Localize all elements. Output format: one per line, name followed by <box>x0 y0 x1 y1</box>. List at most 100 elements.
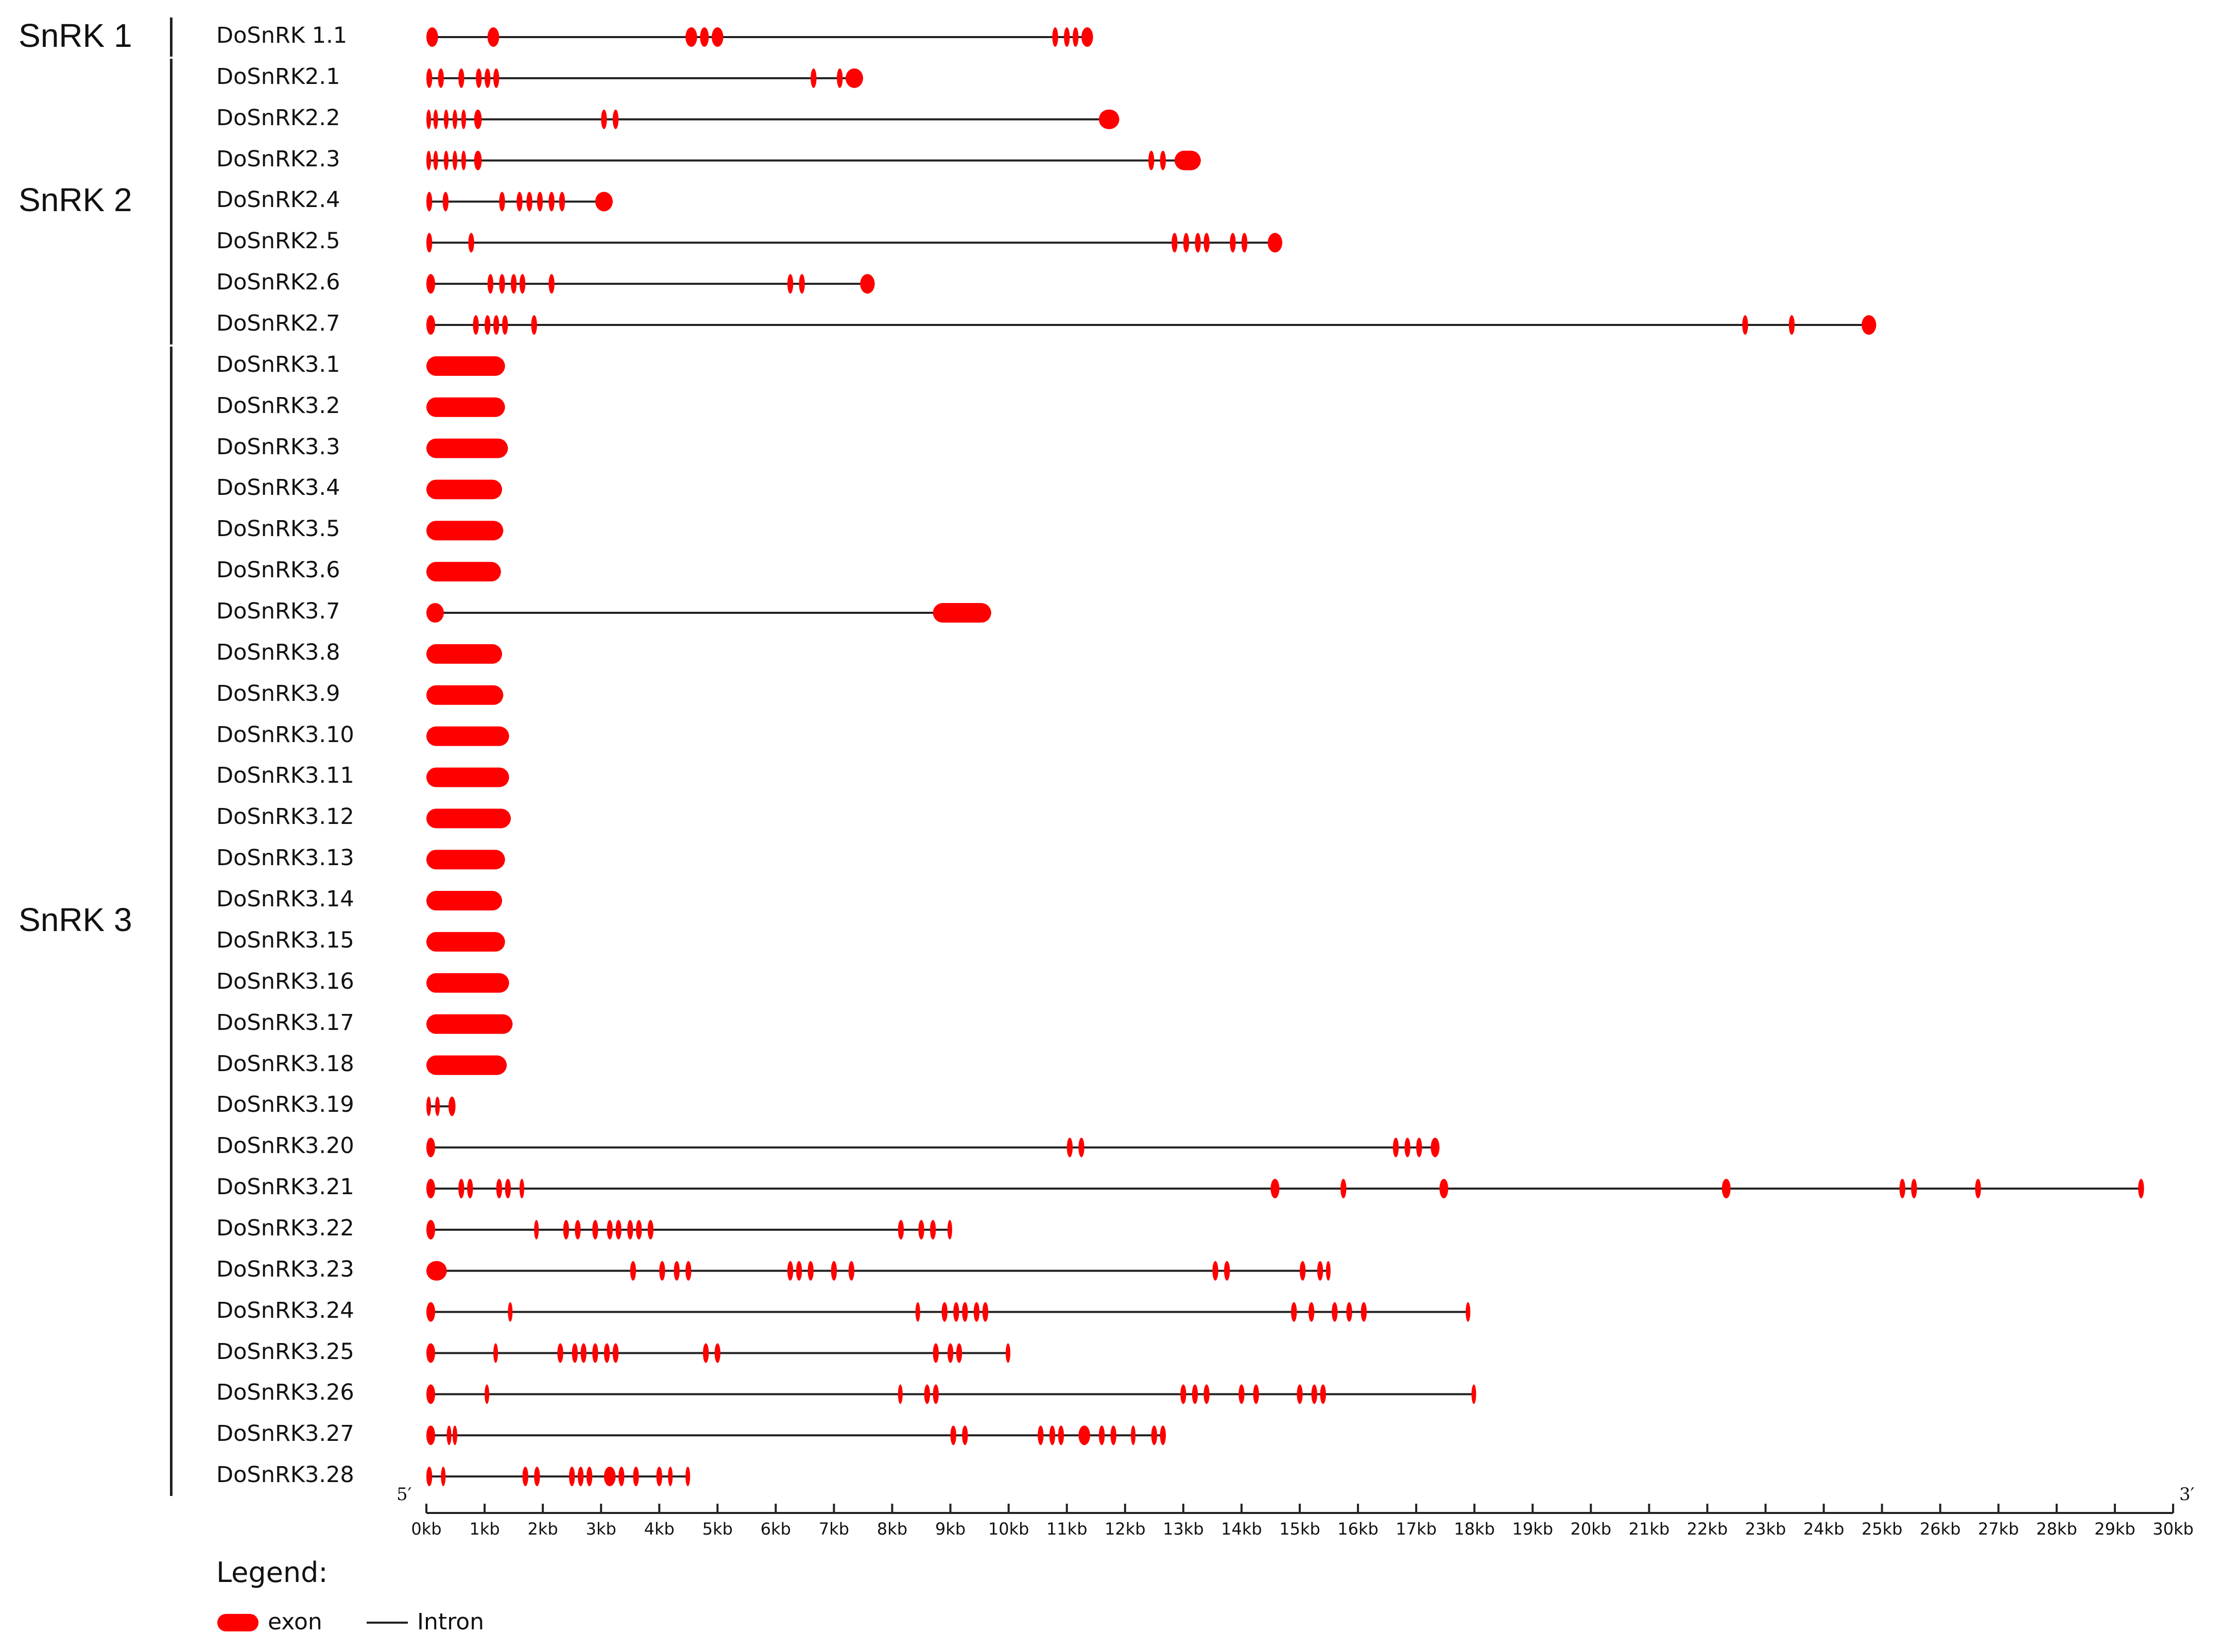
gene-structure-dosnrk2-5 <box>426 233 1283 253</box>
gene-label-dosnrk3-3: DoSnRK3.3 <box>216 434 340 460</box>
exon <box>426 562 501 582</box>
exon <box>947 1219 952 1240</box>
gene-structure-dosnrk3-4 <box>426 479 502 500</box>
gene-structure-dosnrk3-25 <box>426 1343 1011 1363</box>
gene-structure-dosnrk3-16 <box>426 973 509 993</box>
exon <box>700 27 709 47</box>
gene-label-dosnrk3-6: DoSnRK3.6 <box>216 557 340 583</box>
exon <box>1291 1302 1297 1322</box>
exon <box>1439 1179 1449 1199</box>
axis-tick-label: 3kb <box>586 1519 616 1539</box>
exon <box>572 1343 578 1363</box>
gene-structure-dosnrk3-22 <box>426 1219 952 1240</box>
exon <box>1098 109 1120 129</box>
exon <box>1180 1384 1186 1404</box>
exon <box>1911 1179 1917 1199</box>
exon <box>1212 1261 1218 1281</box>
gene-structure-dosnrk2-1 <box>426 68 863 88</box>
exon <box>586 1467 593 1487</box>
axis-tick-label: 16kb <box>1337 1519 1379 1539</box>
axis-tick-label: 13kb <box>1163 1519 1204 1539</box>
legend-intron-label: Intron <box>417 1609 485 1635</box>
gene-structure-dosnrk3-5 <box>426 521 504 541</box>
axis-tick-label: 8kb <box>876 1519 908 1539</box>
gene-label-dosnrk2-1: DoSnRK2.1 <box>216 63 340 90</box>
gene-label-dosnrk3-28: DoSnRK3.28 <box>216 1462 354 1488</box>
exon <box>1788 315 1795 335</box>
exon <box>712 27 724 47</box>
gene-label-dosnrk3-4: DoSnRK3.4 <box>216 475 340 501</box>
family-bracket-snrk2 <box>170 58 173 345</box>
exon <box>426 109 432 129</box>
exon <box>1346 1302 1352 1322</box>
gene-label-dosnrk3-1: DoSnRK3.1 <box>216 351 340 377</box>
gene-structure-dosnrk3-1 <box>426 356 505 376</box>
exon <box>548 274 555 294</box>
axis-tick-label: 22kb <box>1686 1519 1728 1539</box>
exon <box>499 274 505 294</box>
gene-label-dosnrk3-27: DoSnRK3.27 <box>216 1421 354 1447</box>
exon <box>531 315 537 335</box>
exon <box>860 274 875 294</box>
exon <box>1192 1384 1198 1404</box>
legend-exon-label: exon <box>268 1609 322 1635</box>
gene-label-dosnrk3-21: DoSnRK3.21 <box>216 1174 354 1200</box>
gene-label-dosnrk3-19: DoSnRK3.19 <box>216 1092 354 1118</box>
gene-structure-dosnrk3-12 <box>426 808 511 829</box>
exon <box>493 1343 498 1363</box>
exon <box>1975 1179 1981 1199</box>
exon <box>426 1096 432 1116</box>
exon <box>604 1343 610 1363</box>
exon <box>473 315 479 335</box>
exon <box>811 68 817 88</box>
axis-tick-label: 1kb <box>469 1519 500 1539</box>
exon <box>592 1219 598 1240</box>
exon <box>426 891 502 911</box>
exon <box>563 1219 570 1240</box>
gene-label-dosnrk3-25: DoSnRK3.25 <box>216 1338 354 1365</box>
exon <box>426 1219 435 1240</box>
gene-label-dosnrk3-17: DoSnRK3.17 <box>216 1009 354 1036</box>
exon <box>787 274 794 294</box>
exon <box>607 1219 613 1240</box>
exon <box>933 1343 939 1363</box>
exon <box>1392 1138 1399 1158</box>
exon <box>685 1467 691 1487</box>
gene-label-dosnrk3-9: DoSnRK3.9 <box>216 680 340 707</box>
exon <box>1308 1302 1315 1322</box>
exon <box>1052 27 1058 47</box>
exon <box>426 1055 507 1075</box>
exon <box>534 1467 540 1487</box>
exon <box>612 1343 619 1363</box>
exon <box>1742 315 1748 335</box>
exon <box>441 1467 446 1487</box>
exon <box>668 1467 673 1487</box>
gene-label-dosnrk3-8: DoSnRK3.8 <box>216 639 340 665</box>
axis-tick-label: 20kb <box>1570 1519 1612 1539</box>
exon <box>1078 1138 1084 1158</box>
gene-label-dosnrk3-20: DoSnRK3.20 <box>216 1133 354 1159</box>
exon <box>426 1138 435 1158</box>
exon <box>426 150 432 170</box>
exon <box>1148 150 1155 170</box>
exon <box>956 1343 962 1363</box>
exon <box>915 1302 920 1322</box>
exon <box>426 1261 447 1281</box>
gene-label-dosnrk3-13: DoSnRK3.13 <box>216 845 354 871</box>
exon <box>601 109 607 129</box>
gene-structure-dosnrk3-7 <box>426 603 991 623</box>
gene-label-dosnrk2-4: DoSnRK2.4 <box>216 187 340 213</box>
gene-structure-dosnrk1-1 <box>426 27 1093 47</box>
gene-structure-dosnrk3-2 <box>426 397 505 417</box>
axis-tick-label: 9kb <box>935 1519 966 1539</box>
gene-label-dosnrk3-26: DoSnRK3.26 <box>216 1380 354 1406</box>
exon <box>962 1302 968 1322</box>
legend-title: Legend: <box>216 1556 328 1589</box>
axis-tick-label: 0kb <box>411 1519 442 1539</box>
exon <box>426 1467 433 1487</box>
exon <box>1073 27 1079 47</box>
exon <box>1131 1425 1136 1445</box>
axis-tick-label: 14kb <box>1221 1519 1262 1539</box>
exon <box>577 1467 584 1487</box>
